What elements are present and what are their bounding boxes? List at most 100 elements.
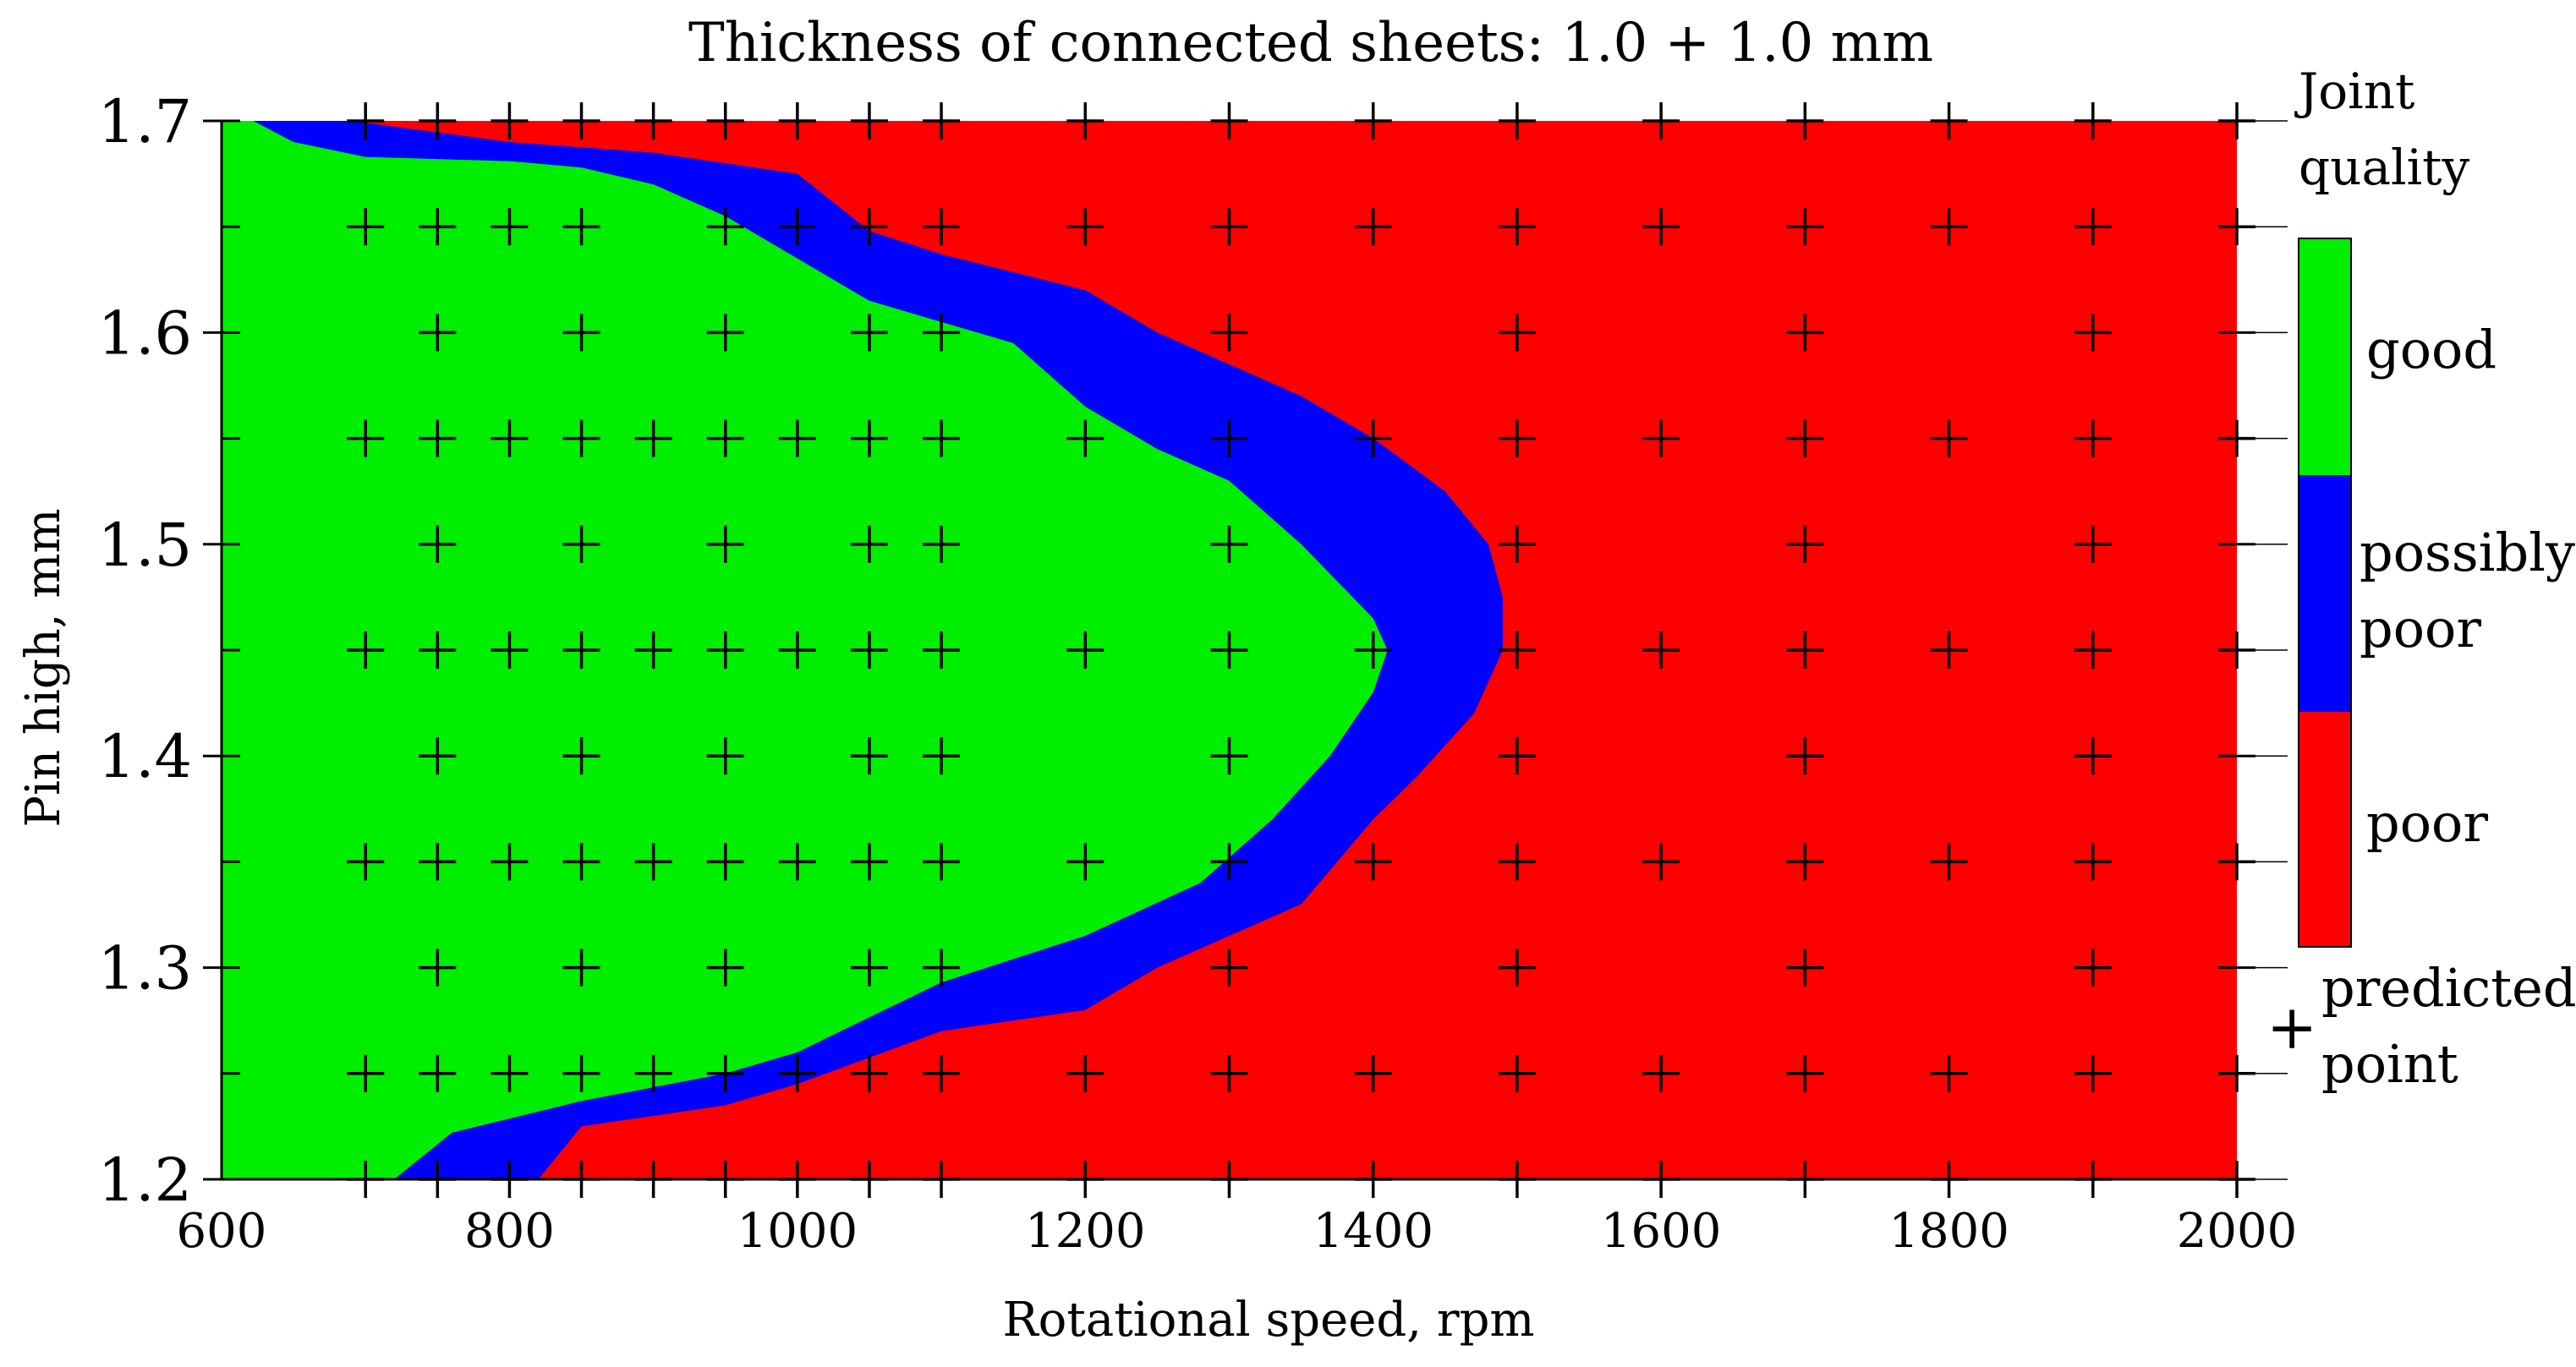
predicted-point: [491, 419, 529, 457]
predicted-point: [347, 632, 385, 669]
predicted-point: [850, 737, 888, 775]
predicted-point: [1354, 208, 1392, 246]
predicted-point: [1786, 314, 1824, 352]
predicted-point: [1498, 737, 1536, 775]
predicted-point: [1786, 208, 1824, 246]
predicted-point: [1786, 525, 1824, 563]
predicted-point: [1786, 419, 1824, 457]
predicted-point: [419, 737, 457, 775]
predicted-point: [923, 525, 961, 563]
predicted-point: [491, 1054, 529, 1092]
predicted-point: [1930, 632, 1968, 669]
predicted-point: [419, 102, 457, 139]
predicted-point: [419, 949, 457, 987]
predicted-point: [562, 632, 600, 669]
predicted-point: [778, 419, 816, 457]
legend-swatch-good: [2299, 238, 2351, 475]
predicted-point: [1930, 208, 1968, 246]
predicted-point: [562, 737, 600, 775]
y-tick-label: 1.7: [98, 87, 192, 156]
predicted-point: [634, 843, 672, 881]
predicted-point: [1786, 102, 1824, 139]
predicted-point: [706, 525, 744, 563]
y-tick-label: 1.5: [98, 511, 192, 580]
x-tick-label: 1200: [1025, 1204, 1146, 1259]
predicted-point: [923, 949, 961, 987]
predicted-point: [1210, 102, 1248, 139]
predicted-point: [491, 208, 529, 246]
predicted-point: [1354, 102, 1392, 139]
predicted-point: [778, 208, 816, 246]
legend-label-poor: poor: [2366, 792, 2488, 854]
predicted-point: [1786, 1054, 1824, 1092]
predicted-point: [706, 208, 744, 246]
plot-area: 600 800 1000 1200 1400 1600 1800 2000 1.2 1.3 1.4 1…: [98, 87, 2298, 1259]
predicted-point: [419, 314, 457, 352]
predicted-point: [562, 1054, 600, 1092]
predicted-point: [1642, 102, 1680, 139]
legend-marker-label-line1: predicted: [2321, 957, 2576, 1019]
predicted-point: [1642, 419, 1680, 457]
predicted-point: [1786, 737, 1824, 775]
y-axis-label: Pin high, mm: [16, 508, 71, 827]
predicted-point: [706, 1054, 744, 1092]
predicted-point: [419, 208, 457, 246]
x-tick-label: 1000: [737, 1204, 858, 1259]
predicted-point: [850, 525, 888, 563]
predicted-point: [2074, 843, 2112, 881]
predicted-point: [1642, 208, 1680, 246]
predicted-point: [1642, 843, 1680, 881]
legend-title-line2: quality: [2299, 139, 2469, 196]
predicted-point: [1498, 102, 1536, 139]
predicted-point: [634, 1054, 672, 1092]
predicted-point: [2074, 419, 2112, 457]
predicted-point: [1066, 632, 1104, 669]
predicted-point: [1930, 419, 1968, 457]
predicted-point: [1498, 1054, 1536, 1092]
predicted-point: [419, 843, 457, 881]
x-axis-label: Rotational speed, rpm: [1002, 1293, 1534, 1348]
predicted-point: [1498, 419, 1536, 457]
predicted-point: [491, 632, 529, 669]
predicted-point: [1786, 632, 1824, 669]
predicted-point: [634, 102, 672, 139]
predicted-point: [634, 419, 672, 457]
x-tick-label: 1400: [1313, 1204, 1433, 1259]
predicted-point: [1066, 102, 1104, 139]
predicted-point: [706, 843, 744, 881]
y-tick-label: 1.3: [98, 934, 192, 1003]
predicted-point: [562, 949, 600, 987]
predicted-point: [2074, 1054, 2112, 1092]
predicted-point: [1066, 1054, 1104, 1092]
predicted-point: [923, 632, 961, 669]
predicted-point: [2074, 737, 2112, 775]
predicted-point: [706, 314, 744, 352]
y-tick-label: 1.4: [98, 722, 192, 791]
predicted-point: [1642, 1054, 1680, 1092]
x-tick-label: 2000: [2177, 1204, 2298, 1259]
predicted-point: [778, 843, 816, 881]
predicted-point: [1354, 632, 1392, 669]
predicted-point: [1354, 419, 1392, 457]
predicted-point: [706, 632, 744, 669]
predicted-point: [562, 419, 600, 457]
predicted-point: [850, 1054, 888, 1092]
predicted-point: [850, 102, 888, 139]
predicted-point: [1210, 632, 1248, 669]
predicted-point: [923, 314, 961, 352]
predicted-point: [1210, 525, 1248, 563]
predicted-point: [1354, 1054, 1392, 1092]
predicted-point: [419, 419, 457, 457]
predicted-point: [347, 843, 385, 881]
predicted-point: [1498, 949, 1536, 987]
legend: Joint quality good possibly poor poor + …: [2266, 63, 2576, 1095]
predicted-point: [778, 1054, 816, 1092]
x-tick-label: 1600: [1601, 1204, 1722, 1259]
predicted-point: [850, 949, 888, 987]
predicted-point: [2074, 208, 2112, 246]
predicted-point: [1642, 632, 1680, 669]
predicted-point: [2074, 525, 2112, 563]
legend-label-good: good: [2366, 319, 2497, 380]
predicted-point: [1066, 208, 1104, 246]
chart-title: Thickness of connected sheets: 1.0 + 1.0…: [688, 12, 1933, 74]
